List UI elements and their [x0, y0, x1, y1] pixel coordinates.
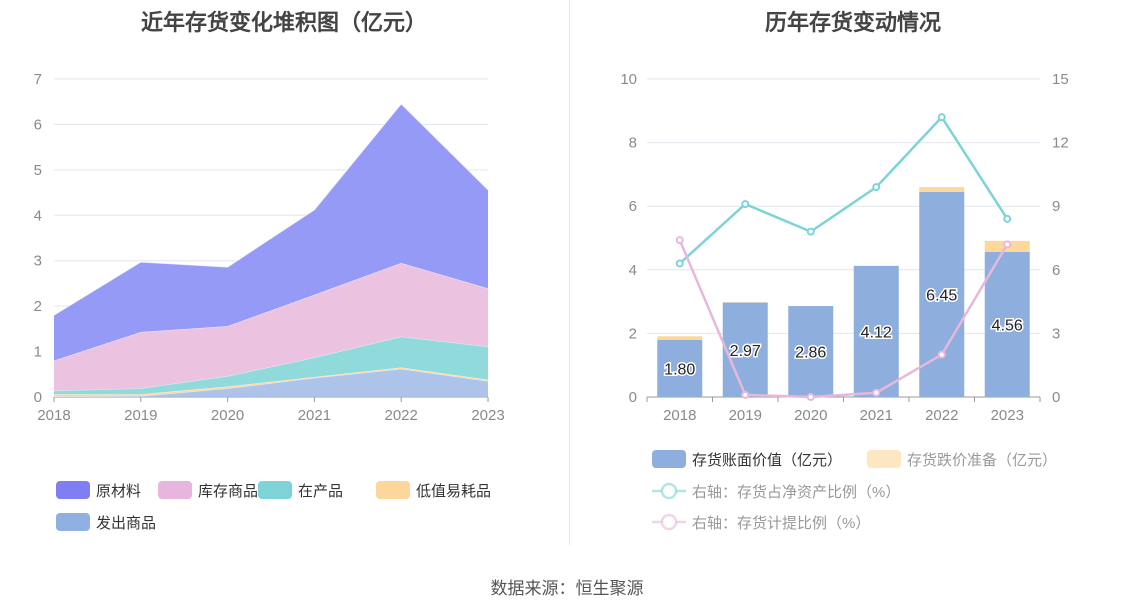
bar-impairment: [657, 336, 703, 340]
bar-impairment: [919, 187, 965, 192]
area-edge: [53, 103, 489, 316]
bar-line-chart: 0 2 4 6 8 10 0 3 6 9 12 15 2018 2019 2020 2021 2022 2023 1…: [620, 71, 1069, 532]
x-tick-label: 2018: [663, 407, 696, 424]
x-tick-label: 2023: [471, 407, 504, 424]
area-在产品: [54, 336, 488, 395]
line-point: [741, 390, 750, 399]
legend-marker: [660, 482, 678, 500]
bar-value-label: 4.56: [992, 317, 1023, 334]
legend-swatch: [258, 481, 292, 499]
bar-value-label: 4.12: [861, 324, 892, 341]
line-point: [741, 200, 750, 209]
legend-label: 右轴：存货占净资产比例（%）: [692, 484, 900, 501]
y-right-tick-label: 12: [1052, 135, 1069, 152]
stacked-area-chart: 0 1 2 3 4 5 6 7 2018 2019 2020 2021 2022 2023 原材料 库存商品 在…: [34, 71, 505, 532]
line-point: [675, 236, 684, 245]
y-right-tick-label: 15: [1052, 71, 1069, 88]
y-left-tick-label: 6: [629, 198, 637, 215]
y-left-tick-label: 2: [629, 325, 637, 342]
legend-label: 发出商品: [96, 515, 156, 532]
legend-swatch: [158, 481, 192, 499]
legend-swatch: [652, 450, 686, 468]
bar-value-label: 2.97: [730, 343, 761, 360]
line-point: [1003, 214, 1012, 223]
x-tick-label: 2022: [385, 407, 418, 424]
y-tick-label: 5: [34, 162, 42, 179]
line-point: [806, 393, 815, 401]
x-tick-label: 2021: [860, 407, 893, 424]
bar-book-value: [722, 302, 768, 397]
legend-label: 低值易耗品: [416, 483, 491, 500]
line-point: [872, 183, 881, 192]
line-point: [675, 259, 684, 268]
legend-swatch: [867, 450, 901, 468]
x-tick-label: 2020: [794, 407, 827, 424]
left-chart-panel: 近年存货变化堆积图（亿元） 0 1 2 3 4 5 6 7 2018 2019 2020 2021 20…: [0, 0, 568, 545]
legend-marker: [660, 513, 678, 531]
y-tick-label: 1: [34, 344, 42, 361]
x-tick-label: 2018: [37, 407, 70, 424]
legend-label: 原材料: [96, 483, 141, 500]
line-右轴：存货计提比例（%）: [678, 239, 1009, 399]
legend-swatch: [376, 481, 410, 499]
area-发出商品: [54, 368, 488, 397]
legend-label: 存货账面价值（亿元）: [692, 452, 842, 469]
legend-swatch: [56, 481, 90, 499]
y-left-tick-label: 4: [629, 262, 637, 279]
y-left-tick-label: 10: [620, 71, 637, 88]
line-point: [872, 388, 881, 397]
legend-label: 右轴：存货计提比例（%）: [692, 515, 870, 532]
left-chart-title: 近年存货变化堆积图（亿元）: [140, 10, 427, 35]
bar-book-value: [788, 306, 834, 397]
legend-label: 在产品: [298, 483, 343, 500]
y-left-tick-label: 8: [629, 135, 637, 152]
x-tick-label: 2019: [729, 407, 762, 424]
y-left-tick-label: 0: [629, 389, 637, 406]
x-tick-label: 2020: [211, 407, 244, 424]
panel-divider: [569, 0, 570, 545]
y-tick-label: 7: [34, 71, 42, 88]
y-tick-label: 0: [34, 389, 42, 406]
line-point: [806, 227, 815, 236]
line-point: [937, 350, 946, 359]
y-tick-label: 3: [34, 253, 42, 270]
y-tick-label: 2: [34, 298, 42, 315]
area-库存商品: [54, 262, 488, 391]
x-tick-label: 2019: [124, 407, 157, 424]
line-point: [1003, 240, 1012, 249]
legend-swatch: [56, 513, 90, 531]
x-tick-label: 2022: [925, 407, 958, 424]
y-right-tick-label: 9: [1052, 198, 1060, 215]
y-right-tick-label: 3: [1052, 325, 1060, 342]
bar-value-label: 1.80: [664, 361, 695, 378]
line-右轴：存货占净资产比例（%）: [678, 115, 1009, 265]
y-tick-label: 6: [34, 116, 42, 133]
bar-book-value: [853, 265, 899, 397]
x-tick-label: 2021: [298, 407, 331, 424]
bar-book-value: [984, 251, 1030, 397]
right-chart-panel: 历年存货变动情况 0 2 4 6 8 10 0 3 6 9 12 15 2018 2019 2020 2021…: [572, 0, 1134, 545]
line-point: [937, 113, 946, 122]
data-source-note: 数据来源：恒生聚源: [490, 579, 644, 598]
y-right-tick-label: 0: [1052, 389, 1060, 406]
bar-book-value: [657, 339, 703, 397]
area-原材料: [54, 103, 488, 361]
legend-label: 库存商品: [198, 483, 258, 500]
y-tick-label: 4: [34, 207, 42, 224]
x-tick-label: 2023: [991, 407, 1024, 424]
right-chart-title: 历年存货变动情况: [764, 10, 941, 35]
bar-value-label: 6.45: [926, 287, 957, 304]
legend-label: 存货跌价准备（亿元）: [907, 452, 1057, 469]
bar-value-label: 2.86: [795, 345, 826, 362]
y-right-tick-label: 6: [1052, 262, 1060, 279]
